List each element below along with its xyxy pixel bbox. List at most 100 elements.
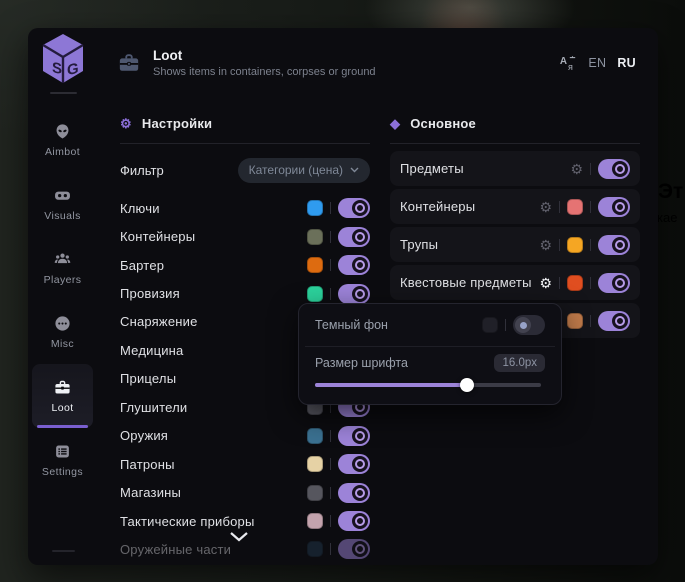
sidebar-item-label: Misc	[50, 337, 75, 350]
loot-category-row: Магазины	[120, 478, 370, 506]
color-swatch[interactable]	[567, 274, 583, 291]
separator	[590, 200, 591, 213]
sidebar-item-settings[interactable]: Settings	[32, 428, 93, 492]
svg-text:я: я	[568, 62, 573, 72]
main-option-card: Предметы ⚙	[390, 151, 640, 186]
slider-handle[interactable]	[459, 378, 474, 392]
section-divider	[390, 143, 640, 144]
menu-panel: S G Aimbot Visuals Players Misc Loot Settings…	[28, 28, 658, 565]
separator	[590, 276, 591, 289]
sidebar-item-label: Visuals	[44, 209, 81, 222]
separator	[330, 458, 331, 471]
gear-icon[interactable]: ⚙	[570, 160, 583, 177]
svg-text:S: S	[52, 59, 62, 78]
toggle-switch[interactable]	[598, 158, 630, 179]
sidebar-item-misc[interactable]: Misc	[32, 300, 93, 364]
toggle-switch[interactable]	[338, 283, 370, 304]
toggle-switch[interactable]	[338, 198, 370, 219]
font-size-slider[interactable]	[315, 378, 545, 392]
sidebar-item-label: Loot	[51, 401, 74, 414]
main-section-header: ◆ Основное	[390, 112, 640, 134]
main-option-label: Квестовые предметы	[400, 275, 532, 290]
loot-category-label: Магазины	[120, 485, 182, 501]
sidebar-item-visuals[interactable]: Visuals	[32, 172, 93, 236]
sidebar-item-players[interactable]: Players	[32, 236, 93, 300]
toggle-switch[interactable]	[338, 511, 370, 532]
color-swatch[interactable]	[482, 317, 498, 333]
toggle-knob	[352, 513, 368, 530]
color-swatch[interactable]	[307, 285, 323, 302]
color-swatch[interactable]	[307, 513, 323, 530]
loot-category-label: Оружейные части	[120, 541, 232, 557]
chevron-down-icon	[350, 167, 359, 173]
color-swatch[interactable]	[307, 541, 323, 558]
dark-background-label: Темный фон	[315, 318, 388, 332]
toggle-switch[interactable]	[598, 196, 630, 217]
loot-category-row: Контейнеры	[120, 222, 370, 250]
toggle-switch[interactable]	[598, 272, 630, 293]
loot-category-row: Оружия	[120, 422, 370, 450]
filter-label: Фильтр	[120, 162, 164, 178]
svg-text:G: G	[67, 60, 79, 79]
loot-category-label: Прицелы	[120, 371, 177, 387]
toggle-switch[interactable]	[338, 226, 370, 247]
color-swatch[interactable]	[307, 257, 323, 274]
page-title-block: Loot Shows items in containers, corpses …	[153, 48, 376, 78]
toggle-knob	[352, 285, 368, 302]
game-tooltip-text: Эт	[658, 180, 684, 203]
color-swatch[interactable]	[307, 484, 323, 501]
color-swatch[interactable]	[307, 456, 323, 473]
color-swatch[interactable]	[567, 312, 583, 329]
separator	[590, 238, 591, 251]
toggle-knob	[352, 456, 368, 473]
sidebar-item-loot[interactable]: Loot	[32, 364, 93, 428]
toggle-knob	[352, 228, 368, 245]
toggle-knob	[352, 427, 368, 444]
color-swatch[interactable]	[307, 228, 323, 245]
toggle-switch[interactable]	[338, 454, 370, 475]
color-swatch[interactable]	[307, 200, 323, 217]
toggle-switch[interactable]	[338, 482, 370, 503]
section-divider	[120, 143, 370, 144]
separator	[559, 276, 560, 289]
loot-category-label: Патроны	[120, 456, 175, 472]
loot-category-row: Ключи	[120, 194, 370, 222]
loot-category-label: Бартер	[120, 257, 165, 273]
gear-icon[interactable]: ⚙	[539, 198, 552, 215]
scroll-more-indicator[interactable]	[229, 529, 249, 547]
toggle-knob	[352, 541, 368, 558]
toggle-switch[interactable]	[598, 310, 630, 331]
toggle-switch[interactable]	[598, 234, 630, 255]
separator	[330, 486, 331, 499]
language-option-ru[interactable]: RU	[617, 56, 636, 70]
gear-icon[interactable]: ⚙	[539, 274, 552, 291]
filter-dropdown[interactable]: Категории (цена)	[237, 157, 370, 183]
separator	[330, 429, 331, 442]
settings-section-title: Настройки	[141, 115, 213, 131]
loot-category-label: Глушители	[120, 399, 188, 415]
alien-icon	[54, 123, 71, 140]
toggle-knob	[612, 160, 628, 177]
language-option-en[interactable]: EN	[588, 56, 607, 70]
game-tooltip-fragment: Эт кае	[657, 153, 685, 261]
briefcase-icon	[54, 379, 71, 396]
toggle-knob	[612, 274, 628, 291]
dark-background-toggle[interactable]	[513, 315, 545, 335]
color-swatch[interactable]	[567, 198, 583, 215]
loot-category-label: Контейнеры	[120, 229, 196, 245]
toggle-switch[interactable]	[338, 539, 370, 560]
filter-dropdown-value: Категории (цена)	[248, 163, 343, 177]
toggle-switch[interactable]	[338, 255, 370, 276]
sidebar-item-aimbot[interactable]: Aimbot	[32, 108, 93, 172]
loot-category-row: Патроны	[120, 450, 370, 478]
toggle-knob	[352, 200, 368, 217]
separator	[330, 543, 331, 556]
gear-icon[interactable]: ⚙	[539, 236, 552, 253]
separator	[330, 259, 331, 272]
color-swatch[interactable]	[567, 236, 583, 253]
color-swatch[interactable]	[307, 427, 323, 444]
chevron-down-icon	[230, 532, 248, 542]
font-size-value: 16.0px	[494, 354, 545, 372]
toggle-switch[interactable]	[338, 425, 370, 446]
main-section-title: Основное	[410, 115, 476, 131]
